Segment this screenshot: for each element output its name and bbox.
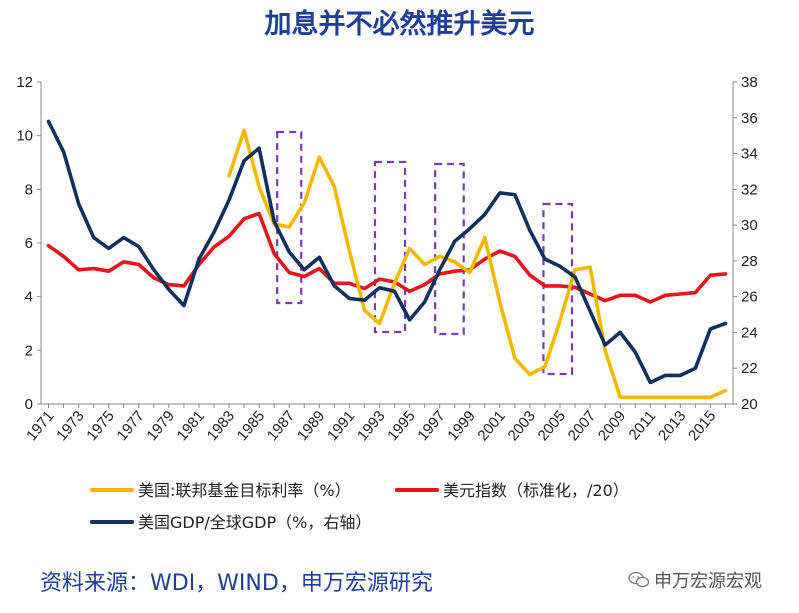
left-tick-label: 0 <box>25 396 33 413</box>
x-tick-label: 1977 <box>113 408 147 444</box>
x-tick-label: 1975 <box>83 408 117 444</box>
right-tick-label: 38 <box>741 74 758 91</box>
left-tick-label: 2 <box>25 342 33 359</box>
right-tick-label: 24 <box>741 324 758 341</box>
x-tick-label: 1995 <box>384 408 418 444</box>
x-tick-label: 1973 <box>53 408 87 444</box>
right-tick-label: 34 <box>741 146 758 163</box>
left-tick-label: 4 <box>25 289 33 306</box>
series-line <box>227 128 728 400</box>
left-tick-label: 8 <box>25 181 33 198</box>
x-tick-label: 1985 <box>234 408 268 444</box>
right-tick-label: 32 <box>741 181 758 198</box>
x-tick-label: 2001 <box>474 408 508 444</box>
legend-label: 美元指数（标准化，/20） <box>443 481 629 500</box>
right-tick-label: 20 <box>741 396 758 413</box>
chart-title: 加息并不必然推升美元 <box>264 9 535 40</box>
watermark-text: 申万宏源宏观 <box>654 571 762 592</box>
highlight-boxes <box>276 130 574 376</box>
legend-label: 美国GDP/全球GDP（%，右轴） <box>138 513 371 532</box>
x-tick-label: 2013 <box>655 408 689 444</box>
x-tick-label: 1999 <box>444 408 478 444</box>
legend: 美国:联邦基金目标利率（%） 美元指数（标准化，/20） 美国GDP/全球GDP（%… <box>90 481 629 532</box>
left-tick-label: 12 <box>16 74 33 91</box>
x-tick-label: 1971 <box>23 408 57 444</box>
watermark: 申万宏源宏观 <box>628 567 762 593</box>
x-tick-label: 2011 <box>626 408 660 444</box>
x-tick-label: 1979 <box>143 408 177 444</box>
x-tick-label: 1981 <box>174 408 208 444</box>
axes <box>37 81 737 408</box>
x-tick-label: 1987 <box>264 408 298 444</box>
tick-labels: 0246810122022242628303234363819711973197… <box>16 74 757 444</box>
x-tick-label: 1997 <box>414 408 448 444</box>
highlight-box <box>276 130 303 305</box>
right-tick-label: 36 <box>741 110 758 127</box>
x-tick-label: 2009 <box>595 408 629 444</box>
highlight-box <box>373 160 407 334</box>
x-tick-label: 1983 <box>204 408 238 444</box>
x-tick-label: 2015 <box>685 408 719 444</box>
wechat-icon <box>628 571 650 588</box>
x-tick-label: 1991 <box>324 408 358 444</box>
x-tick-label: 1989 <box>294 408 328 444</box>
x-tick-label: 2007 <box>565 408 599 444</box>
source-note: 资料来源：WDI，WIND，申万宏源研究 <box>40 571 433 596</box>
right-tick-label: 26 <box>741 289 758 306</box>
right-tick-label: 30 <box>741 217 758 234</box>
legend-label: 美国:联邦基金目标利率（%） <box>138 481 351 500</box>
highlight-box <box>542 202 574 376</box>
highlight-box <box>434 162 465 336</box>
series-lines <box>46 119 728 400</box>
x-tick-label: 1993 <box>354 408 388 444</box>
series-line <box>46 119 728 385</box>
right-tick-label: 28 <box>741 253 758 270</box>
x-tick-label: 2003 <box>505 408 539 444</box>
right-tick-label: 22 <box>741 360 758 377</box>
x-tick-label: 2005 <box>535 408 569 444</box>
left-tick-label: 6 <box>25 235 33 252</box>
left-tick-label: 10 <box>16 128 33 145</box>
